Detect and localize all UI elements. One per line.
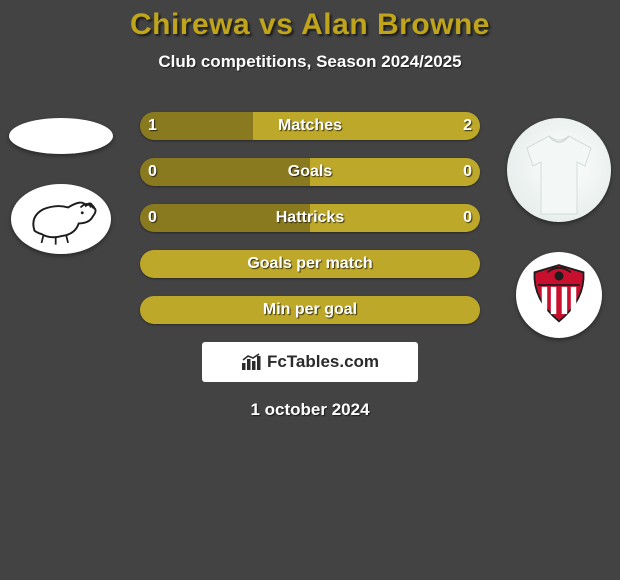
chart-icon (241, 353, 263, 371)
stat-right-segment (310, 158, 480, 186)
stat-row: Hattricks00 (140, 204, 480, 232)
stat-left-segment (140, 112, 253, 140)
comparison-card: Chirewa vs Alan Browne Club competitions… (0, 0, 620, 580)
branding-box: FcTables.com (202, 342, 418, 382)
page-title: Chirewa vs Alan Browne (0, 8, 620, 42)
right-club-badge (516, 252, 602, 338)
stat-row: Min per goal (140, 296, 480, 324)
shirt-icon (507, 118, 611, 222)
stat-right-segment (310, 204, 480, 232)
branding-text: FcTables.com (267, 352, 379, 372)
stat-right-segment (253, 112, 480, 140)
stat-rows: Matches12 Goals00 Hattricks00 Goals per mat… (140, 112, 480, 324)
context-subtitle: Club competitions, Season 2024/2025 (0, 52, 620, 72)
stat-row: Goals00 (140, 158, 480, 186)
left-player-photo (9, 118, 113, 154)
ram-icon (15, 188, 107, 250)
sunderland-icon (520, 256, 598, 334)
stat-left-segment (140, 296, 480, 324)
stat-row: Goals per match (140, 250, 480, 278)
right-player-column (504, 118, 614, 338)
left-player-column (6, 118, 116, 254)
stat-row: Matches12 (140, 112, 480, 140)
left-club-badge (11, 184, 111, 254)
stat-left-segment (140, 158, 310, 186)
right-player-photo (507, 118, 611, 222)
generation-date: 1 october 2024 (0, 400, 620, 420)
stat-left-segment (140, 204, 310, 232)
stat-left-segment (140, 250, 480, 278)
